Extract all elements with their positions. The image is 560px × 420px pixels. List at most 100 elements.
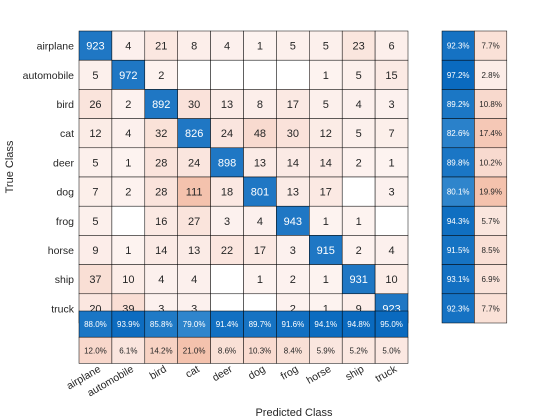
matrix-cell [374,118,409,149]
matrix-cell-value: 3 [158,303,164,315]
row-summary-correct-cell [441,235,475,265]
row-summary-incorrect-cell [474,264,508,295]
matrix-cell [111,205,146,236]
matrix-cell-value: 22 [221,245,233,257]
x-axis-label: Predicted Class [255,407,333,419]
matrix-cell [78,30,113,61]
column-summary-correct-value: 94.8% [347,320,370,329]
matrix-cell-value: 10 [122,274,134,286]
matrix-cell [374,235,409,265]
row-summary-incorrect-value: 10.2% [479,158,502,167]
row-summary-correct-value: 93.1% [447,275,470,284]
row-summary-incorrect-value: 7.7% [481,304,499,313]
matrix-cell-value: 4 [158,274,164,286]
matrix-cell-value: 7 [388,128,394,140]
matrix-cell-value: 972 [119,70,137,82]
column-summary-incorrect-cell [144,336,178,364]
matrix-cell-value: 2 [125,99,131,111]
matrix-cell [210,89,244,119]
matrix-cell-value: 4 [125,41,131,53]
matrix-cell-value: 2 [158,70,164,82]
matrix-cell-value: 898 [218,157,236,169]
matrix-cell [341,235,376,265]
column-summary-incorrect-cell [210,336,244,364]
matrix-cell-value: 1 [323,274,329,286]
row-summary-correct-cell [441,59,475,90]
matrix-cell-value: 27 [188,216,200,228]
column-summary-correct-cell [374,310,409,338]
matrix-cell-value: 37 [89,274,101,286]
column-summary-incorrect-value: 14.2% [150,346,173,355]
x-tick-label: frog [279,363,301,383]
matrix-cell-value: 21 [155,41,167,53]
matrix-cell [210,118,244,149]
matrix-cell-value: 14 [320,157,332,169]
matrix-cell [243,30,277,61]
column-summary-incorrect-cell [111,336,146,364]
matrix-cell [177,59,211,90]
row-summary-incorrect-cell [474,235,508,265]
matrix-cell-value: 13 [287,187,299,199]
matrix-cell [210,264,244,295]
matrix-cell [78,147,113,178]
matrix-cell-value: 4 [224,41,230,53]
matrix-cell-value: 30 [188,99,200,111]
row-summary-correct-value: 89.2% [447,100,470,109]
x-tick-label: truck [373,363,399,385]
matrix-cell-value: 24 [221,128,233,140]
matrix-cell-value: 17 [254,245,266,257]
matrix-cell [276,176,310,207]
y-tick-label: cat [60,128,74,140]
x-tick-label: dog [246,363,267,382]
matrix-cell-value: 1 [257,41,263,53]
matrix-cell-value: 4 [257,216,263,228]
column-summary-correct-value: 94.1% [314,320,337,329]
column-summary-correct-value: 91.4% [216,320,239,329]
matrix-cell-value: 13 [188,245,200,257]
matrix-cell-value: 2 [125,187,131,199]
matrix-cell [374,147,409,178]
y-tick-label: automobile [23,70,75,82]
matrix-cell [144,118,178,149]
matrix-cell-value: 5 [92,157,98,169]
matrix-cell [210,176,244,207]
matrix-cell-value: 8 [257,99,263,111]
column-summary-correct-cell [309,310,343,338]
row-summary-incorrect-value: 8.5% [481,246,499,255]
matrix-cell-value: 5 [92,70,98,82]
matrix-cell [177,176,211,207]
matrix-cell [210,235,244,265]
matrix-cell-value: 3 [191,303,197,315]
matrix-cell [210,59,244,90]
matrix-cell-value: 12 [320,128,332,140]
y-axis-label: True Class [4,140,16,193]
matrix-cell-value: 7 [92,187,98,199]
matrix-cell-value: 3 [388,99,394,111]
y-tick-label: ship [55,274,74,286]
column-summary-correct-value: 95.0% [380,320,403,329]
matrix-cell [78,264,113,295]
matrix-cell [276,264,310,295]
row-summary-correct-cell [441,118,475,149]
column-summary-incorrect-value: 5.0% [382,346,400,355]
matrix-cell-value: 17 [287,99,299,111]
matrix-cell-value: 801 [251,187,269,199]
matrix-cell-value: 892 [152,99,170,111]
matrix-cell [276,59,310,90]
matrix-cell-value: 1 [323,303,329,315]
row-summary-correct-cell [441,30,475,61]
matrix-cell-value: 23 [353,41,365,53]
row-summary-incorrect-cell [474,118,508,149]
matrix-cell-value: 8 [191,41,197,53]
y-tick-label: bird [56,99,74,111]
matrix-cell [144,264,178,295]
column-summary-correct-value: 89.7% [249,320,272,329]
matrix-cell-value: 111 [186,187,203,199]
matrix-cell [144,176,178,207]
matrix-cell-value: 14 [287,157,299,169]
column-summary-incorrect-cell [374,336,409,364]
matrix-cell [309,59,343,90]
matrix-cell-value: 9 [92,245,98,257]
column-summary-incorrect-value: 5.9% [317,346,335,355]
matrix-cell-value: 18 [221,187,233,199]
